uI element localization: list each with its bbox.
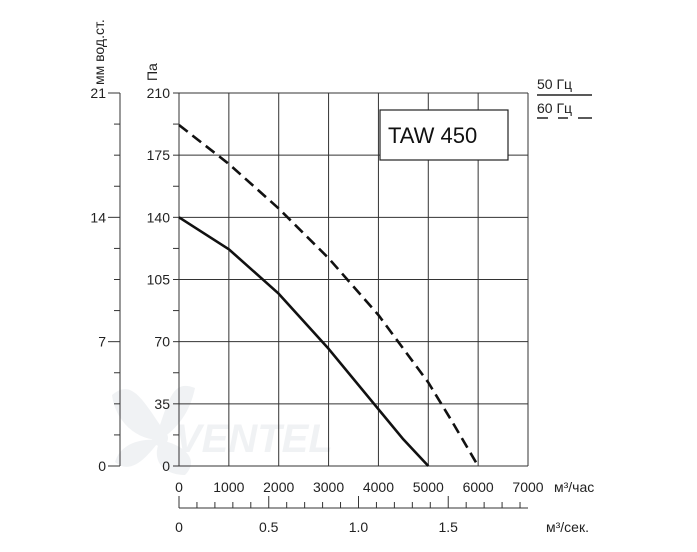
pa-tick-label: 35 bbox=[154, 396, 170, 412]
x-tick-label: 3000 bbox=[313, 479, 344, 495]
mm-unit-label: мм вод.ст. bbox=[91, 19, 107, 85]
x-tick-label: 4000 bbox=[363, 479, 394, 495]
series-line-50hz bbox=[178, 216, 430, 467]
pa-tick-label: 105 bbox=[147, 272, 171, 288]
x-tick-label: 6000 bbox=[463, 479, 494, 495]
x-tick-label: 1000 bbox=[213, 479, 244, 495]
x2-tick-label: 1.5 bbox=[438, 519, 458, 535]
axes bbox=[108, 92, 528, 509]
x-tick-label: 2000 bbox=[263, 479, 294, 495]
pa-tick-label: 210 bbox=[147, 85, 171, 101]
legend: 50 Гц 60 Гц bbox=[537, 76, 592, 119]
watermark-logo: VENTEL bbox=[112, 385, 333, 475]
mm-tick-label: 21 bbox=[90, 85, 106, 101]
mm-tick-label: 7 bbox=[98, 334, 106, 350]
x-tick-label: 0 bbox=[175, 479, 183, 495]
x2-tick-label: 0 bbox=[175, 519, 183, 535]
mm-tick-label: 14 bbox=[90, 209, 106, 225]
model-label: TAW 450 bbox=[388, 123, 477, 148]
x-tick-label: 7000 bbox=[512, 479, 543, 495]
mm-tick-label: 0 bbox=[98, 458, 106, 474]
pa-tick-label: 0 bbox=[162, 458, 170, 474]
x2-tick-label: 1.0 bbox=[349, 519, 369, 535]
x-unit-label: м³/час bbox=[554, 479, 594, 495]
pa-tick-label: 175 bbox=[147, 147, 171, 163]
legend-60hz-label: 60 Гц bbox=[537, 100, 572, 116]
pa-unit-label: Па bbox=[144, 63, 160, 81]
series-lines bbox=[178, 123, 480, 467]
series-line-60hz bbox=[178, 123, 480, 467]
x2-unit-label: м³/сек. bbox=[546, 519, 589, 535]
x-tick-label: 5000 bbox=[413, 479, 444, 495]
model-label-box: TAW 450 bbox=[379, 109, 509, 161]
x2-tick-label: 0.5 bbox=[259, 519, 279, 535]
legend-50hz-label: 50 Гц bbox=[537, 76, 572, 92]
watermark-text: VENTEL bbox=[175, 417, 333, 461]
pa-tick-label: 140 bbox=[147, 209, 171, 225]
pa-tick-label: 70 bbox=[154, 334, 170, 350]
